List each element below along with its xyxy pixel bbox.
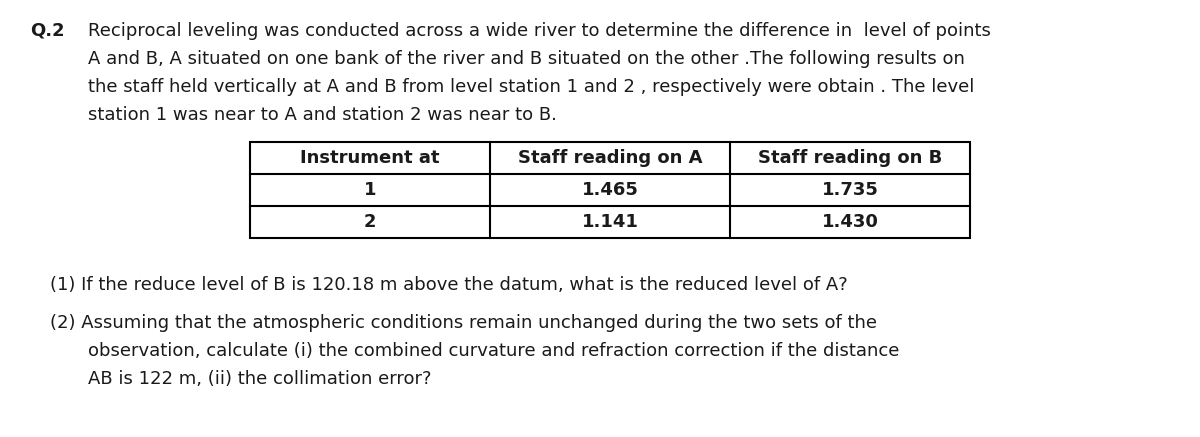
Text: 1.735: 1.735 (822, 181, 878, 199)
Text: Staff reading on A: Staff reading on A (517, 149, 702, 167)
Text: (2) Assuming that the atmospheric conditions remain unchanged during the two set: (2) Assuming that the atmospheric condit… (50, 314, 877, 332)
Text: observation, calculate (i) the combined curvature and refraction correction if t: observation, calculate (i) the combined … (88, 342, 899, 360)
Text: (1) If the reduce level of B is 120.18 m above the datum, what is the reduced le: (1) If the reduce level of B is 120.18 m… (50, 276, 847, 294)
Text: the staff held vertically at A and B from level station 1 and 2 , respectively w: the staff held vertically at A and B fro… (88, 78, 974, 96)
Text: AB is 122 m, (ii) the collimation error?: AB is 122 m, (ii) the collimation error? (88, 370, 432, 388)
Bar (250, 142, 970, 238)
Text: station 1 was near to A and station 2 was near to B.: station 1 was near to A and station 2 wa… (88, 106, 557, 124)
Text: 1.465: 1.465 (582, 181, 638, 199)
Text: 1: 1 (364, 181, 377, 199)
Text: Instrument at: Instrument at (300, 149, 439, 167)
Text: 2: 2 (364, 213, 377, 231)
Text: 1.141: 1.141 (582, 213, 638, 231)
Text: A and B, A situated on one bank of the river and B situated on the other .The fo: A and B, A situated on one bank of the r… (88, 50, 965, 68)
Text: 1.430: 1.430 (822, 213, 878, 231)
Text: Staff reading on B: Staff reading on B (758, 149, 942, 167)
Text: Reciprocal leveling was conducted across a wide river to determine the differenc: Reciprocal leveling was conducted across… (88, 22, 991, 40)
Text: Q.2: Q.2 (30, 22, 65, 40)
